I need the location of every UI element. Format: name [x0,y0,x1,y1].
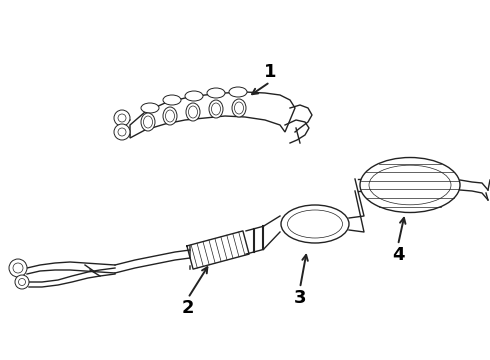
Circle shape [15,275,29,289]
Text: 4: 4 [392,246,404,264]
Ellipse shape [281,205,349,243]
Ellipse shape [209,100,223,118]
Text: 3: 3 [294,289,306,307]
Ellipse shape [185,91,203,101]
Ellipse shape [207,88,225,98]
Ellipse shape [163,95,181,105]
Ellipse shape [229,87,247,97]
Circle shape [114,110,130,126]
Ellipse shape [141,113,155,131]
Ellipse shape [141,103,159,113]
Circle shape [9,259,27,277]
Text: 1: 1 [264,63,276,81]
Ellipse shape [360,158,460,212]
Ellipse shape [186,103,200,121]
Text: 2: 2 [182,299,194,317]
Ellipse shape [163,107,177,125]
Ellipse shape [232,99,246,117]
Circle shape [114,124,130,140]
